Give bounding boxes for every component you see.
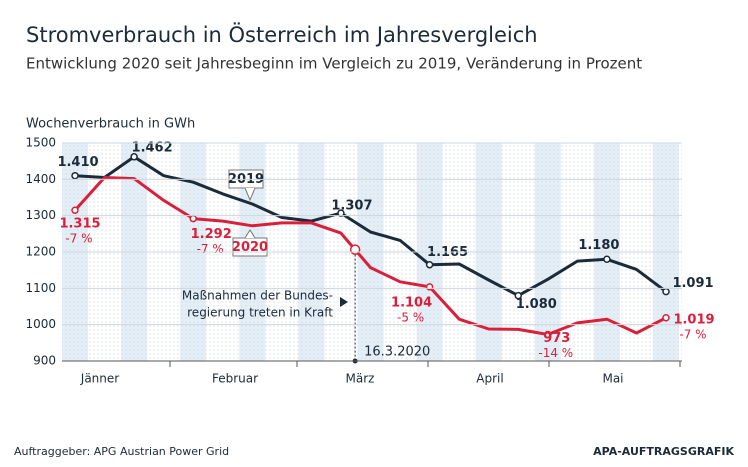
point-marker — [189, 214, 197, 223]
value-label: 973 — [543, 331, 570, 346]
point-marker — [544, 330, 552, 339]
value-label: 1.165 — [427, 245, 468, 260]
month-label: April — [476, 372, 503, 386]
point-marker — [662, 287, 670, 296]
y-tick-label: 1400 — [25, 172, 56, 186]
series-line — [74, 155, 667, 298]
value-label: 1.315 — [59, 217, 100, 232]
chart-title: Stromverbrauch in Österreich im Jahresve… — [26, 22, 538, 47]
change-label: -7 % — [679, 327, 706, 341]
chart-subtitle: Entwicklung 2020 seit Jahresbeginn im Ve… — [26, 55, 642, 73]
point-marker — [662, 314, 670, 322]
value-label: 1.180 — [578, 238, 619, 253]
y-tick-label: 1200 — [25, 245, 56, 259]
series-line — [73, 176, 667, 336]
month-label: Mai — [602, 372, 623, 386]
point-marker — [425, 260, 434, 269]
legend-pointer — [244, 187, 256, 202]
point-marker — [71, 206, 79, 214]
change-label: -14 % — [538, 346, 573, 360]
change-label: -7 % — [197, 242, 224, 256]
point-marker — [425, 283, 434, 291]
y-tick-label: 1300 — [25, 208, 56, 222]
y-tick-label: 1100 — [25, 281, 56, 295]
annotation-marker — [349, 244, 361, 255]
value-label: 1.104 — [391, 295, 432, 310]
value-label: 1.307 — [331, 199, 372, 214]
value-label: 1.019 — [673, 312, 714, 327]
source: Auftraggeber: APG Austrian Power Grid — [14, 445, 229, 458]
value-label: 1.091 — [672, 276, 713, 291]
month-label: März — [346, 372, 375, 386]
point-marker — [514, 291, 522, 300]
value-label: 1.462 — [132, 140, 173, 155]
legend-pointer — [244, 229, 256, 239]
month-label: Jänner — [80, 372, 119, 386]
change-label: -5 % — [397, 310, 424, 324]
point-marker — [130, 153, 138, 161]
value-label: 1.080 — [516, 297, 557, 312]
value-label: 1.410 — [57, 155, 98, 170]
y-tick-label: 1000 — [25, 317, 56, 331]
value-label: 1.292 — [191, 227, 232, 242]
legend-label: 2020 — [232, 240, 268, 255]
credit: APA-AUFTRAGSGRAFIK — [593, 445, 734, 458]
annotation-date: 16.3.2020 — [364, 345, 430, 360]
change-label: -7 % — [65, 232, 92, 246]
annotation-arrow — [340, 297, 348, 307]
month-label: Februar — [212, 372, 258, 386]
annotation-text: regierung treten in Kraft — [187, 306, 333, 320]
annotation-text: Maßnahmen der Bundes- — [182, 289, 333, 303]
point-marker — [71, 171, 79, 180]
point-marker — [603, 255, 611, 264]
y-axis-label: Wochenverbrauch in GWh — [26, 117, 195, 132]
y-tick-label: 900 — [33, 354, 56, 368]
y-tick-label: 1500 — [25, 136, 56, 150]
